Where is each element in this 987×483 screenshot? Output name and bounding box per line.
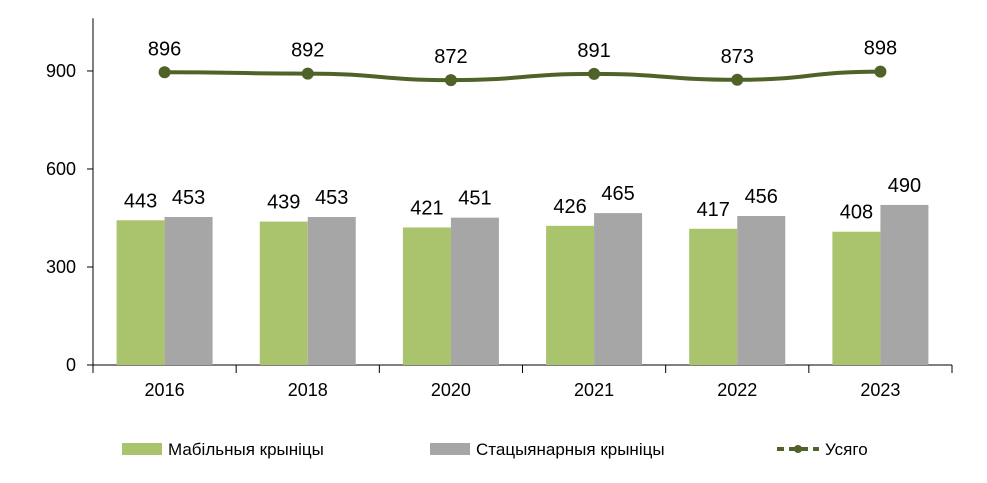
x-tick-label: 2016 (145, 380, 185, 400)
bar-value-label: 453 (315, 187, 348, 209)
x-tick-label: 2020 (431, 380, 471, 400)
total-value-label: 891 (577, 40, 610, 62)
bar-value-label: 421 (410, 197, 443, 219)
bar-stationary (594, 213, 643, 365)
axes: 0 300 600 900 2016 2018 2020 2021 2022 2023 (46, 18, 953, 400)
bar-value-label: 456 (745, 186, 778, 208)
total-point (444, 74, 457, 87)
bar-value-label: 490 (888, 175, 921, 197)
total-line-series (158, 65, 887, 87)
total-value-label: 896 (148, 38, 181, 60)
bar-value-label: 426 (553, 196, 586, 218)
bar-stationary (450, 217, 499, 365)
legend: Мабільныя крыніцы Стацыянарныя крыніцы Уся… (122, 440, 868, 459)
total-point (874, 65, 887, 78)
bar-value-label: 417 (697, 199, 730, 221)
legend-swatch (430, 443, 470, 455)
legend-label: Усяго (825, 440, 868, 459)
total-point (731, 73, 744, 86)
total-value-label: 892 (291, 40, 324, 62)
x-tick-label: 2021 (574, 380, 614, 400)
bar-stationary (307, 217, 356, 365)
total-point (301, 67, 314, 80)
bar-mobile (832, 231, 881, 365)
bar-mobile (689, 228, 738, 365)
y-tick-label: 600 (46, 159, 76, 179)
legend-swatch (122, 443, 162, 455)
total-line (164, 69, 881, 83)
y-tick-label: 900 (46, 61, 76, 81)
bar-mobile (402, 227, 451, 365)
total-value-label: 873 (721, 46, 754, 68)
total-point (588, 67, 601, 80)
y-tick-label: 300 (46, 257, 76, 277)
total-point (158, 66, 171, 79)
bar-value-label: 451 (458, 188, 491, 210)
data-labels: 443 439 421 426 417 408 453 453 451 465 456 490 896 8… (124, 38, 921, 224)
legend-label: Стацыянарныя крыніцы (476, 440, 665, 459)
total-value-label: 898 (864, 38, 897, 60)
legend-marker (794, 445, 802, 453)
x-tick-label: 2022 (717, 380, 757, 400)
bar-stationary (164, 217, 213, 365)
bar-stationary (737, 216, 786, 365)
bar-value-label: 439 (267, 192, 300, 214)
bar-mobile (259, 221, 308, 365)
bars (116, 204, 929, 365)
x-tick-label: 2018 (288, 380, 328, 400)
bar-value-label: 465 (601, 183, 634, 205)
bar-mobile (546, 225, 595, 365)
legend-label: Мабільныя крыніцы (168, 440, 324, 459)
x-tick-label: 2023 (860, 380, 900, 400)
bar-value-label: 443 (124, 190, 157, 212)
y-tick-label: 0 (66, 355, 76, 375)
bar-stationary (880, 204, 929, 365)
total-value-label: 872 (434, 46, 467, 68)
bar-value-label: 453 (172, 187, 205, 209)
bar-mobile (116, 220, 165, 365)
bar-value-label: 408 (840, 202, 873, 224)
